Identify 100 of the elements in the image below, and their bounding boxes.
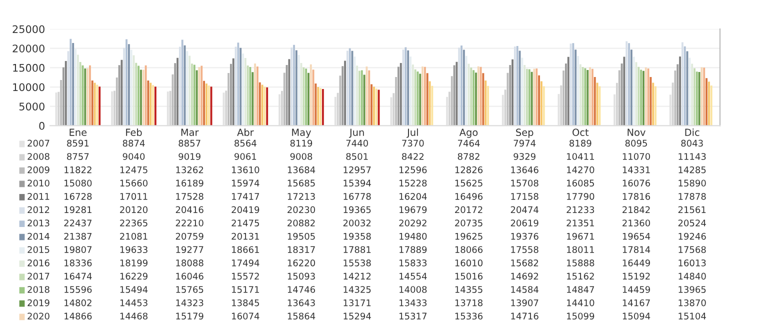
- data-label: 15294: [344, 312, 371, 320]
- data-label: 20882: [288, 220, 315, 226]
- data-label: 20735: [455, 220, 482, 226]
- data-label: 21233: [566, 206, 594, 214]
- data-label: 20230: [288, 206, 316, 214]
- data-label: 8757: [67, 153, 89, 160]
- data-label: 13965: [678, 286, 706, 293]
- data-label: 15660: [120, 180, 148, 187]
- data-label: 16085: [567, 180, 594, 187]
- data-label: 17568: [678, 246, 706, 254]
- data-label: 15765: [176, 286, 204, 293]
- data-label: 16189: [176, 180, 204, 187]
- data-label: 17558: [511, 246, 538, 254]
- data-label: 15685: [288, 180, 315, 187]
- data-label: 14716: [511, 312, 538, 320]
- data-label: 15888: [567, 259, 594, 266]
- data-label: 18011: [567, 246, 594, 254]
- data-label: 15974: [232, 180, 260, 187]
- data-label: 13433: [400, 299, 427, 306]
- data-label: 8874: [122, 140, 145, 147]
- data-label: 15708: [511, 180, 538, 187]
- data-label: 22365: [120, 220, 148, 226]
- data-label: 19480: [400, 232, 427, 240]
- data-label: 14802: [64, 299, 92, 306]
- x-tick-label: Abr: [237, 128, 254, 136]
- data-label: 17494: [232, 259, 260, 266]
- data-label: 16449: [622, 259, 650, 266]
- y-tick-label: 25000: [12, 25, 44, 34]
- data-label: 15099: [567, 312, 594, 320]
- data-label: 19807: [64, 246, 92, 254]
- data-label: 15625: [455, 180, 482, 187]
- data-label: 8501: [346, 153, 368, 160]
- data-label: 15093: [288, 272, 315, 280]
- data-label: 15682: [511, 259, 538, 266]
- data-label: 8782: [458, 153, 480, 160]
- data-label: 13171: [344, 299, 371, 306]
- x-tick-label: Oct: [572, 128, 589, 136]
- data-label: 17158: [511, 192, 538, 200]
- data-label: 8189: [570, 140, 592, 147]
- data-label: 15228: [400, 180, 427, 187]
- data-label: 14459: [622, 286, 650, 293]
- legend-label: 2013: [28, 220, 50, 226]
- data-label: 19246: [678, 232, 706, 240]
- data-label: 17011: [120, 192, 148, 200]
- data-label: 20759: [176, 232, 204, 240]
- data-label: 15336: [455, 312, 483, 320]
- data-label: 10411: [567, 153, 594, 160]
- data-label: 21387: [64, 232, 92, 240]
- data-label: 20419: [232, 206, 260, 214]
- data-label: 19654: [622, 232, 650, 240]
- data-label: 20032: [343, 220, 371, 226]
- data-label: 14285: [678, 166, 706, 174]
- data-label: 19376: [511, 232, 538, 240]
- data-label: 13870: [678, 299, 706, 306]
- legend-label: 2010: [28, 180, 50, 187]
- y-tick-label: 15000: [13, 64, 44, 72]
- data-label: 15864: [288, 312, 316, 320]
- data-label: 14866: [64, 312, 92, 320]
- data-label: 14453: [120, 299, 148, 306]
- data-label: 17878: [678, 192, 706, 200]
- data-label: 15833: [400, 259, 427, 266]
- data-label: 19633: [120, 246, 148, 254]
- data-label: 17528: [176, 192, 204, 200]
- data-label: 7974: [514, 140, 536, 147]
- data-label: 14270: [567, 166, 594, 174]
- x-tick-label: Feb: [126, 128, 142, 136]
- data-label: 18066: [455, 246, 483, 254]
- data-label: 14331: [622, 166, 650, 174]
- data-label: 14167: [622, 299, 650, 306]
- data-label: 15572: [232, 272, 259, 280]
- x-tick-label: Ene: [70, 128, 87, 136]
- data-label: 8857: [178, 140, 200, 147]
- data-label: 19625: [455, 232, 482, 240]
- legend-label: 2017: [28, 272, 50, 280]
- data-label: 19671: [567, 232, 594, 240]
- data-label: 22437: [64, 220, 92, 226]
- data-label: 9019: [178, 153, 200, 160]
- data-label: 14325: [344, 286, 371, 293]
- data-label: 19358: [344, 232, 371, 240]
- data-label: 21081: [120, 232, 148, 240]
- data-label: 21475: [232, 220, 259, 226]
- data-label: 15162: [567, 272, 594, 280]
- data-label: 14840: [678, 272, 706, 280]
- data-label: 18088: [176, 259, 204, 266]
- data-label: 15890: [678, 180, 706, 187]
- data-label: 15080: [64, 180, 92, 187]
- data-label: 16076: [622, 180, 650, 187]
- data-label: 21351: [566, 220, 594, 226]
- data-label: 20172: [455, 206, 482, 214]
- data-label: 13262: [176, 166, 204, 174]
- data-label: 16220: [288, 259, 316, 266]
- y-tick-label: 0: [39, 122, 44, 130]
- data-label: 12596: [400, 166, 427, 174]
- data-label: 21842: [622, 206, 650, 214]
- data-label: 14008: [400, 286, 427, 293]
- data-label: 15538: [344, 259, 371, 266]
- data-label: 15394: [344, 180, 371, 187]
- legend-label: 2011: [28, 192, 50, 200]
- data-label: 21561: [678, 206, 706, 214]
- data-label: 16046: [176, 272, 204, 280]
